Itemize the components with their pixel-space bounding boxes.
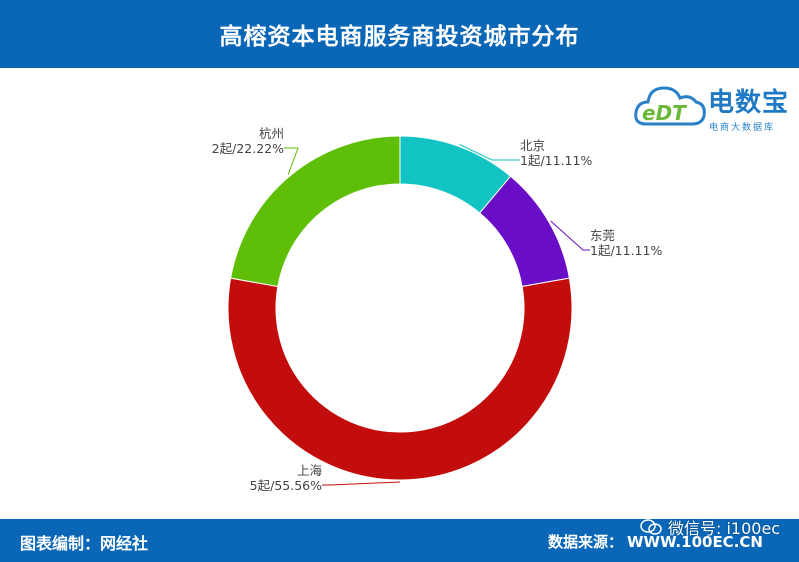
slice-name-1: 东莞 <box>590 228 615 243</box>
cloud-logo-icon: eDT <box>634 86 706 126</box>
leader-line-0 <box>459 144 520 161</box>
slice-2 <box>227 277 573 481</box>
wechat-id: 微信号: i100ec <box>668 519 781 538</box>
logo-mark: eDT <box>642 101 687 125</box>
slice-label-2: 5起/55.56% <box>250 478 322 493</box>
wechat-watermark: 微信号: i100ec <box>640 515 780 539</box>
leader-line-1 <box>550 220 590 251</box>
source-label: 数据来源： <box>548 533 624 551</box>
source-url: WWW.100EC.CN <box>627 533 763 551</box>
slice-label-3: 2起/22.22% <box>212 141 284 156</box>
slice-name-2: 上海 <box>297 463 323 478</box>
footer-bar: 图表编制：网经社 数据来源： WWW.100EC.CN <box>0 519 799 562</box>
logo-tagline: 电商大数据库 <box>709 123 776 133</box>
header-bar: 高榕资本电商服务商投资城市分布 <box>0 0 799 68</box>
page-title: 高榕资本电商服务商投资城市分布 <box>219 24 580 50</box>
logo-brand: 电数宝 <box>708 88 790 118</box>
chart-credit: 图表编制：网经社 <box>20 534 149 553</box>
slice-label-1: 1起/11.11% <box>590 243 662 258</box>
slice-label-0: 1起/11.11% <box>520 153 592 168</box>
slice-3 <box>230 135 401 288</box>
slice-name-0: 北京 <box>520 138 545 153</box>
logo: eDT 电数宝 电商大数据库 <box>632 72 797 142</box>
data-source: 数据来源： WWW.100EC.CN <box>548 531 763 552</box>
slice-name-3: 杭州 <box>259 126 284 141</box>
wechat-icon <box>640 519 662 535</box>
leader-line-3 <box>284 147 299 175</box>
leader-line-2 <box>322 481 401 486</box>
